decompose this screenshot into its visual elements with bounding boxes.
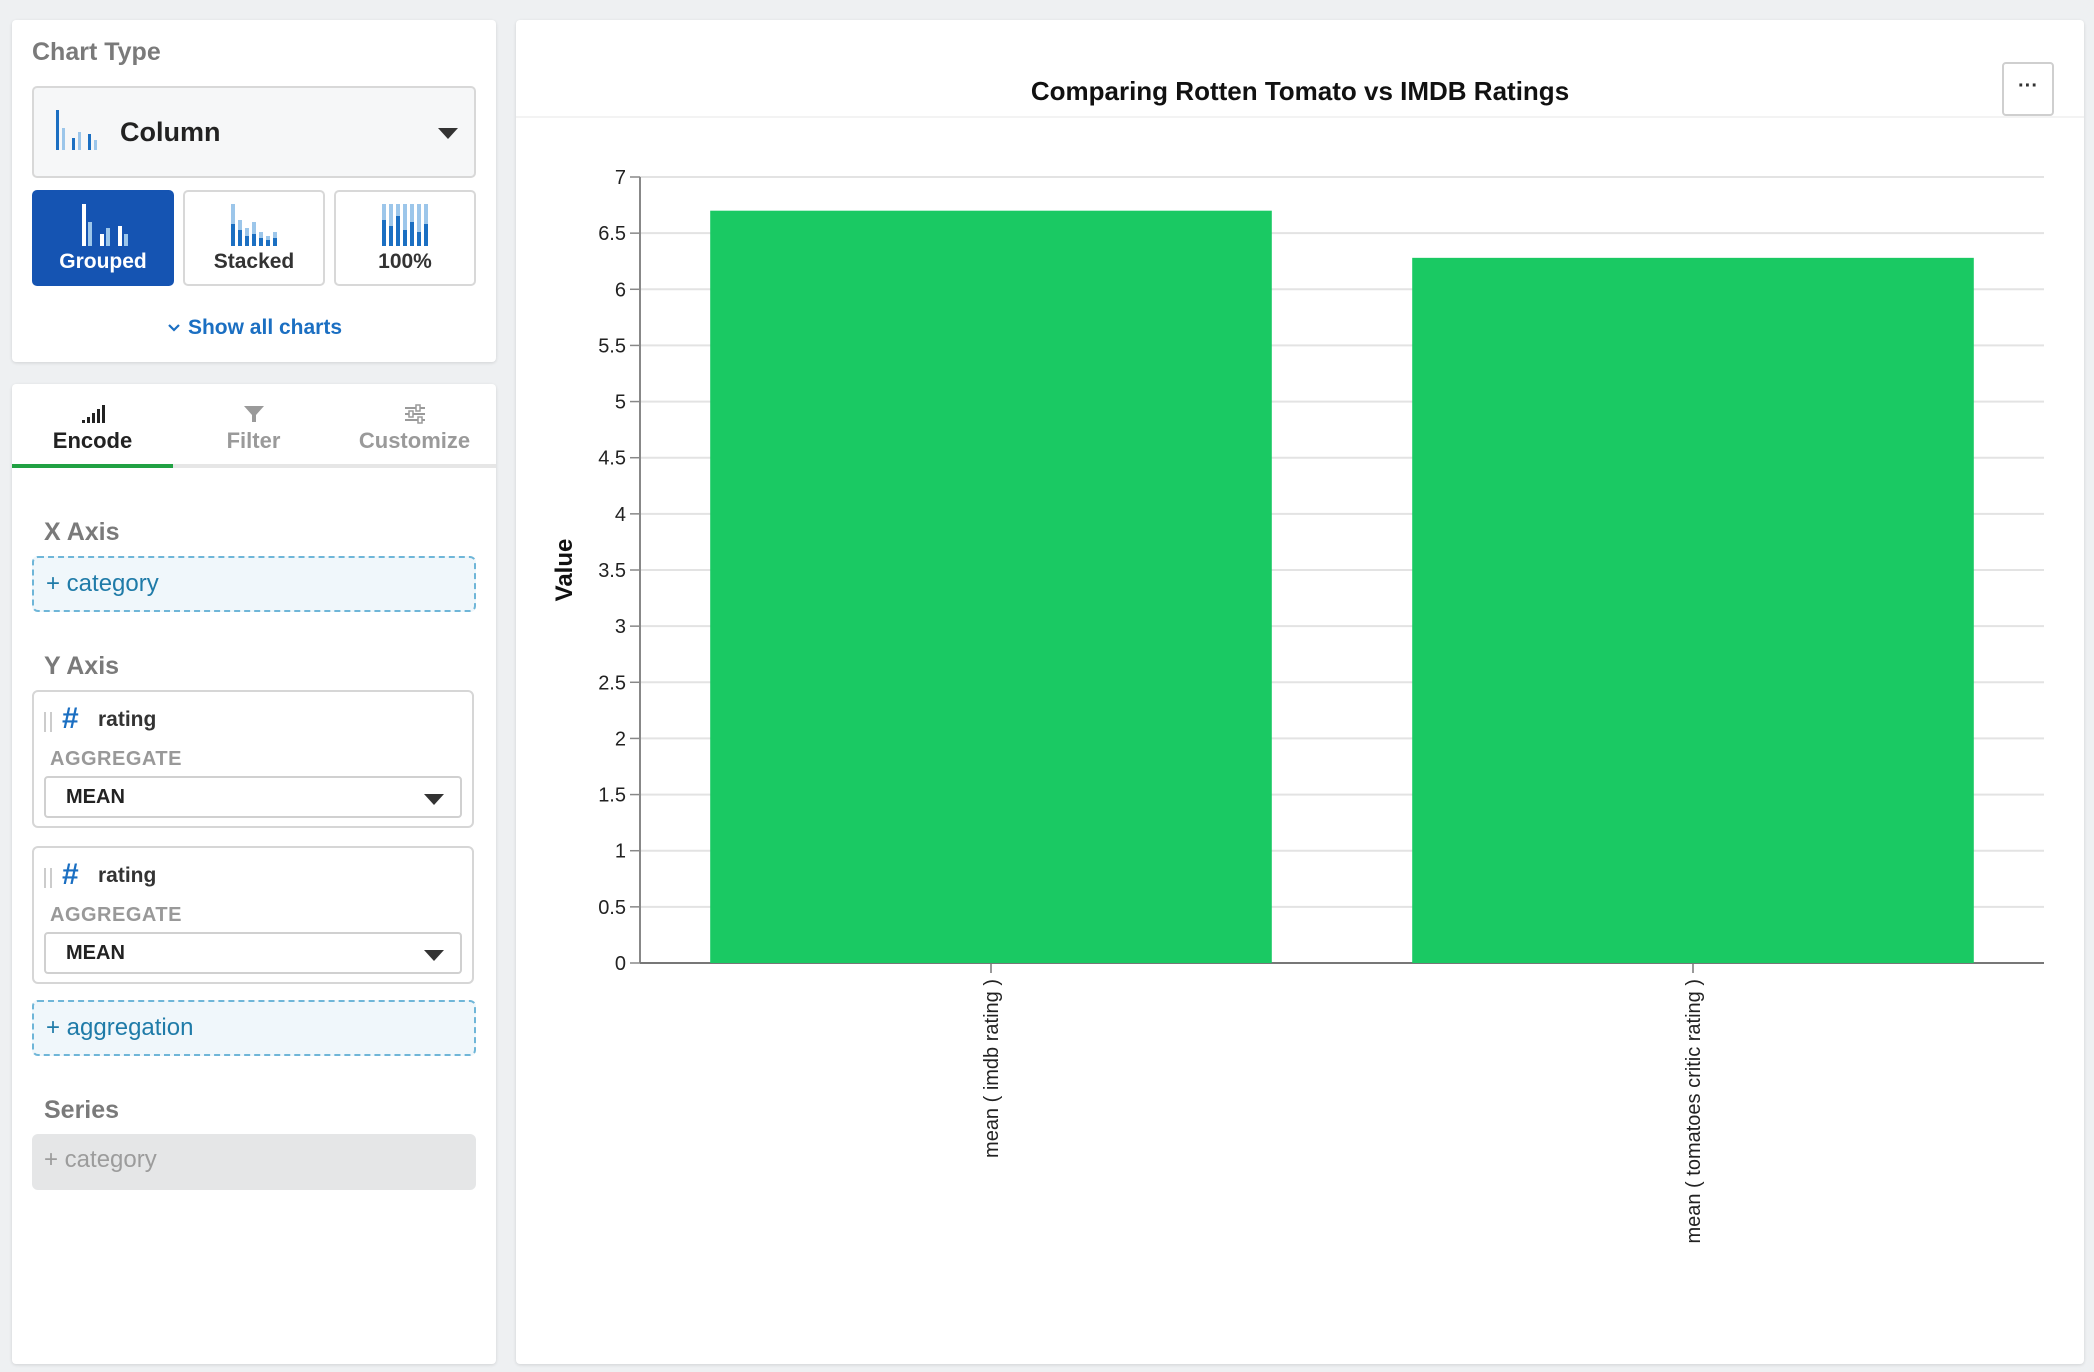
chevron-down-icon (438, 128, 458, 139)
field-name: rating (98, 708, 157, 731)
y-tick-label: 5.5 (598, 335, 626, 357)
field-name: rating (98, 864, 157, 887)
chevron-down-icon (424, 794, 444, 805)
y-axis-heading: Y Axis (44, 652, 120, 680)
chevron-down-icon (168, 324, 180, 332)
filter-icon (243, 406, 264, 422)
x-tick-label: mean ( tomatoes critic rating ) (1683, 979, 1705, 1244)
y-tick-label: 7 (615, 167, 626, 189)
tab-label: Encode (52, 428, 133, 453)
column-chart-icon (54, 108, 104, 157)
percent-chart-icon (382, 204, 428, 246)
show-all-charts-link[interactable]: Show all charts (12, 316, 496, 340)
aggregate-value: MEAN (66, 942, 125, 964)
more-options-button[interactable]: ··· (2002, 62, 2054, 116)
tab-label: Filter (226, 428, 281, 453)
column-chart: 0 0.5 1 1.5 2 2.5 3 3.5 4 4.5 5 5.5 6 6.5 7 Value mean (… (551, 167, 2044, 1244)
x-axis-drop-zone[interactable]: + category (32, 556, 476, 612)
y-tick-label: 1.5 (598, 785, 626, 807)
aggregate-label: AGGREGATE (50, 748, 182, 770)
subtype-label: Stacked (213, 250, 295, 273)
y-tick-label: 5 (615, 392, 626, 414)
y-tick-label: 0.5 (598, 897, 626, 919)
y-tick-label: 3.5 (598, 560, 626, 582)
tab-customize[interactable]: Customize (334, 384, 495, 468)
encode-panel: Encode Filter Customize X Axis + categor… (12, 384, 496, 1364)
aggregate-label: AGGREGATE (50, 904, 182, 926)
aggregate-value: MEAN (66, 786, 125, 808)
signal-bars-icon (81, 405, 105, 423)
y-axis-label: Value (551, 539, 578, 602)
chart-type-heading: Chart Type (32, 38, 161, 66)
show-all-charts-label: Show all charts (187, 316, 343, 339)
bar (710, 210, 1272, 963)
number-field-icon: # (62, 702, 79, 735)
aggregate-select[interactable]: MEAN (44, 776, 462, 818)
grouped-chart-icon (82, 204, 128, 246)
x-tick-label: mean ( imdb rating ) (981, 979, 1003, 1158)
subtype-label: 100% (378, 250, 432, 273)
tab-label: Customize (358, 428, 471, 453)
bar (1412, 257, 1974, 963)
y-tick-label: 2 (615, 728, 626, 750)
aggregate-select[interactable]: MEAN (44, 932, 462, 974)
y-axis-field-card: # rating AGGREGATE MEAN (32, 690, 474, 828)
chart-type-value: Column (120, 116, 221, 147)
add-aggregation-drop-zone[interactable]: + aggregation (32, 1000, 476, 1056)
y-tick-label: 1 (615, 841, 626, 863)
subtype-label: Grouped (59, 250, 147, 273)
x-axis-heading: X Axis (44, 518, 120, 546)
sliders-icon (404, 404, 425, 424)
subtype-stacked-button[interactable]: Stacked (183, 190, 325, 286)
tab-encode[interactable]: Encode (12, 384, 173, 468)
chart-type-panel: Chart Type Column Grouped (12, 20, 496, 362)
number-field-icon: # (62, 858, 79, 891)
y-tick-label: 6.5 (598, 223, 626, 245)
drag-handle-icon[interactable] (44, 868, 52, 888)
tab-filter[interactable]: Filter (173, 384, 334, 468)
tab-divider (12, 464, 496, 468)
drag-handle-icon[interactable] (44, 712, 52, 732)
y-tick-label: 4.5 (598, 448, 626, 470)
subtype-100-percent-button[interactable]: 100% (334, 190, 476, 286)
chart-panel: Comparing Rotten Tomato vs IMDB Ratings … (516, 20, 2084, 1364)
y-tick-label: 6 (615, 279, 626, 301)
series-heading: Series (44, 1096, 120, 1124)
y-tick-label: 4 (615, 504, 626, 526)
y-tick-label: 0 (615, 953, 626, 975)
title-divider (516, 116, 2084, 118)
chart-type-select[interactable]: Column (32, 86, 476, 178)
chart-title: Comparing Rotten Tomato vs IMDB Ratings (1030, 76, 1570, 106)
subtype-grouped-button[interactable]: Grouped (32, 190, 174, 286)
y-tick-label: 3 (615, 616, 626, 638)
series-drop-zone: + category (32, 1134, 476, 1190)
y-tick-label: 2.5 (598, 672, 626, 694)
tab-active-indicator (12, 464, 173, 468)
stacked-chart-icon (231, 204, 277, 246)
chevron-down-icon (424, 950, 444, 961)
y-axis-field-card: # rating AGGREGATE MEAN (32, 846, 474, 984)
